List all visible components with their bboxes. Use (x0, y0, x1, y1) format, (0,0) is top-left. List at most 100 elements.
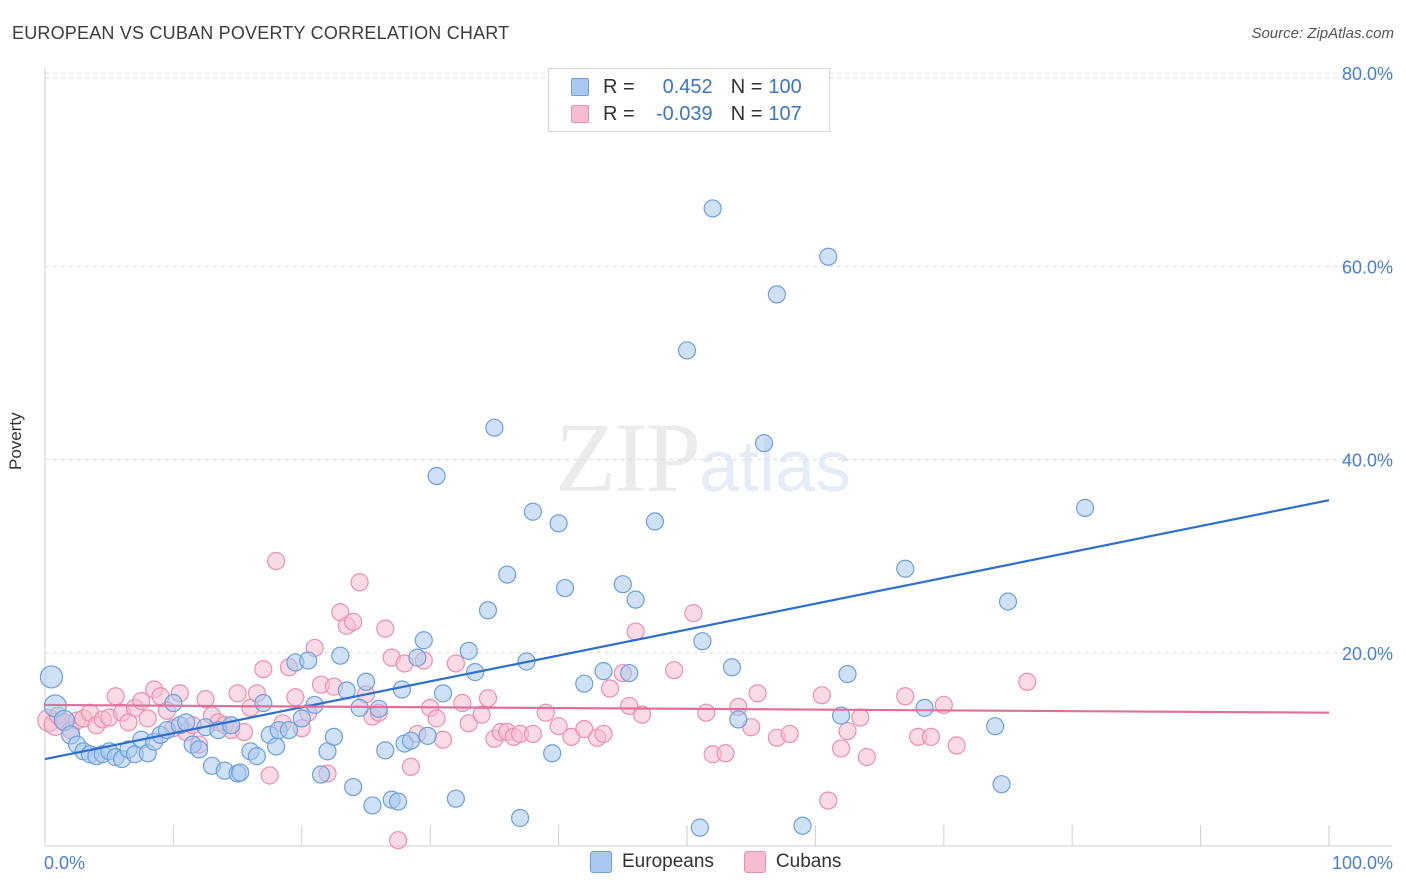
chart-title: EUROPEAN VS CUBAN POVERTY CORRELATION CH… (12, 23, 510, 43)
cuban-point (697, 703, 716, 722)
european-point (299, 651, 318, 670)
cuban-point (523, 724, 543, 744)
european-point (401, 731, 421, 750)
cuban-point (228, 684, 247, 703)
grid-lines (45, 72, 1392, 654)
legend-item-europeans[interactable]: Europeans (590, 851, 714, 873)
cuban-point (446, 654, 465, 673)
european-point (231, 763, 250, 782)
y-tick-label: 60.0% (1342, 257, 1393, 277)
european-point (189, 740, 209, 759)
european-point (363, 796, 382, 815)
tick-labels: 20.0% 40.0% 60.0% 80.0% 0.0% 100.0% (44, 64, 1393, 873)
r-label: R = (603, 102, 635, 125)
watermark: ZIPatlas (555, 400, 851, 515)
european-point (620, 663, 639, 683)
cuban-point (838, 721, 857, 741)
legend-row-cubans: R = -0.039 N = 107 (571, 101, 802, 127)
european-point (408, 648, 427, 667)
legend-item-cubans[interactable]: Cubans (743, 851, 841, 873)
european-point (754, 434, 774, 453)
europeans-legend-label: Europeans (622, 851, 714, 872)
europeans-trend-line (44, 499, 1330, 761)
cuban-point (684, 604, 703, 623)
cuban-point (472, 705, 491, 724)
european-point (986, 717, 1005, 736)
european-point (292, 709, 311, 728)
series-legend: Europeans Cubans (590, 851, 871, 873)
european-point (389, 792, 408, 811)
european-point (729, 710, 748, 729)
european-point (575, 674, 594, 693)
european-point (247, 747, 266, 766)
european-point (767, 285, 786, 304)
european-point (1075, 498, 1095, 517)
european-point (992, 775, 1011, 794)
x-tick-label: 100.0% (1332, 853, 1393, 873)
cubans-points (37, 551, 1037, 850)
european-point (819, 247, 838, 266)
legend-row-europeans: R = 0.452 N = 100 (571, 74, 802, 100)
cuban-point (254, 660, 273, 679)
cuban-point (594, 724, 613, 744)
european-point (896, 559, 915, 578)
european-point (998, 592, 1018, 611)
cuban-point (947, 736, 966, 755)
cuban-point (1018, 672, 1037, 691)
cuban-point (478, 689, 498, 708)
european-point (279, 720, 299, 740)
european-point (331, 646, 350, 665)
cuban-point (401, 757, 421, 776)
european-point (254, 693, 273, 713)
european-point (427, 466, 446, 486)
cuban-point (748, 684, 767, 703)
cuban-point (620, 696, 639, 716)
cuban-point (857, 748, 876, 767)
european-point (838, 664, 857, 684)
cuban-point (632, 705, 652, 724)
european-point (39, 665, 64, 689)
cuban-point (600, 679, 620, 698)
n-value: 100 (768, 75, 802, 98)
european-point (594, 662, 613, 681)
cuban-point (286, 688, 305, 707)
cubans-swatch (571, 105, 589, 123)
cuban-point (665, 661, 684, 680)
european-point (418, 726, 437, 745)
cuban-point (575, 720, 594, 739)
cuban-point (716, 744, 735, 763)
european-point (690, 818, 709, 837)
cuban-point (376, 619, 395, 638)
r-value: -0.039 (655, 102, 713, 125)
x-tick-label: 0.0% (44, 853, 85, 873)
european-point (369, 699, 388, 718)
n-value: 107 (768, 102, 802, 125)
european-point (523, 502, 543, 521)
european-point (433, 684, 453, 703)
cuban-point (138, 709, 157, 728)
n-label: N = (730, 75, 763, 98)
european-point (793, 816, 812, 835)
european-point (414, 631, 433, 650)
cuban-point (389, 831, 408, 850)
y-tick-label: 40.0% (1342, 451, 1393, 471)
european-point (267, 737, 286, 756)
cuban-point (106, 687, 125, 706)
european-point (311, 765, 331, 784)
european-point (722, 658, 742, 677)
european-point (344, 777, 363, 797)
cuban-point (260, 766, 279, 785)
cuban-point (812, 686, 831, 705)
cuban-point (344, 612, 363, 631)
source-label: Source: ZipAtlas.com (1251, 25, 1394, 42)
cuban-point (350, 573, 369, 592)
european-point (613, 575, 632, 594)
cuban-point (267, 551, 286, 571)
european-point (392, 680, 412, 699)
european-point (485, 418, 504, 437)
cuban-point (536, 703, 555, 722)
european-point (478, 601, 498, 620)
cuban-point (921, 727, 941, 746)
cuban-point (819, 791, 838, 810)
